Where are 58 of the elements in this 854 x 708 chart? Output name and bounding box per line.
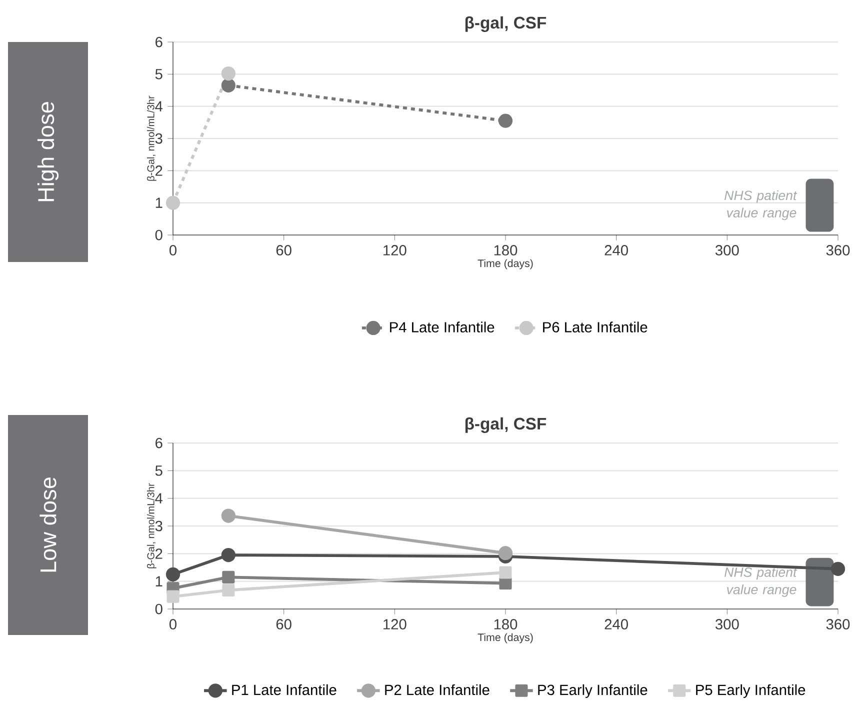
point <box>222 584 235 596</box>
point <box>221 78 236 92</box>
point <box>221 508 236 523</box>
x-tick-label: 0 <box>169 619 176 630</box>
x-axis-title: Time (days) <box>478 633 533 644</box>
y-tick-label: 3 <box>155 520 162 532</box>
x-axis-title: Time (days) <box>478 259 533 270</box>
point <box>830 562 846 576</box>
x-tick-label: 360 <box>826 245 850 256</box>
point <box>499 577 512 590</box>
x-tick-label: 120 <box>384 245 406 256</box>
y-tick-label: 1 <box>156 198 162 208</box>
band-label: NHS patient value range <box>724 190 798 220</box>
x-tick-label: 240 <box>604 245 628 256</box>
y-axis-title: β-Gal, nmol/mL/3hr <box>147 96 156 181</box>
x-tick-label: 60 <box>276 619 292 630</box>
y-tick-label: 6 <box>156 438 162 448</box>
text: Low dose <box>40 478 56 572</box>
point <box>166 196 180 210</box>
point <box>498 546 513 560</box>
legend-label: P6 Late Infantile <box>543 322 648 332</box>
y-tick-label: 4 <box>155 101 163 112</box>
legend-label: P1 Late Infantile <box>232 684 336 696</box>
point <box>166 590 180 603</box>
y-tick-label: 0 <box>155 230 162 240</box>
legend-label: P3 Early Infantile <box>538 684 648 698</box>
point <box>499 566 512 579</box>
chart-title: β-gal, CSF <box>465 417 546 433</box>
x-tick-label: 300 <box>715 245 739 256</box>
y-tick-label: 0 <box>155 604 162 614</box>
x-tick-label: 60 <box>276 245 292 256</box>
legend-label: P2 Late Infantile <box>385 684 490 696</box>
x-tick-label: 240 <box>604 619 628 630</box>
x-tick-label: 180 <box>494 245 518 256</box>
y-axis-title: β-Gal, nmol/mL/3hr <box>147 483 156 568</box>
text: High dose <box>37 102 59 202</box>
point <box>222 570 235 584</box>
point <box>221 548 236 562</box>
point <box>166 567 180 582</box>
x-tick-label: 360 <box>826 619 850 630</box>
point <box>221 66 236 81</box>
y-tick-label: 5 <box>155 69 162 80</box>
chart-title: β-gal, CSF <box>465 16 546 32</box>
y-tick-label: 6 <box>156 36 162 48</box>
legend-label: P5 Early Infantile <box>696 684 806 698</box>
x-tick-label: 180 <box>494 619 518 630</box>
x-tick-label: 120 <box>384 619 406 630</box>
legend-label: P4 Late Infantile <box>390 322 494 332</box>
y-tick-label: 4 <box>155 493 163 504</box>
x-tick-label: 300 <box>715 619 739 630</box>
point <box>498 114 513 128</box>
y-tick-label: 5 <box>155 466 162 476</box>
x-tick-label: 0 <box>169 245 176 256</box>
y-tick-label: 2 <box>156 166 162 176</box>
y-tick-label: 2 <box>156 548 162 559</box>
y-tick-label: 3 <box>155 133 162 144</box>
band-label: NHS patient value range <box>724 567 798 597</box>
y-tick-label: 1 <box>156 576 162 586</box>
